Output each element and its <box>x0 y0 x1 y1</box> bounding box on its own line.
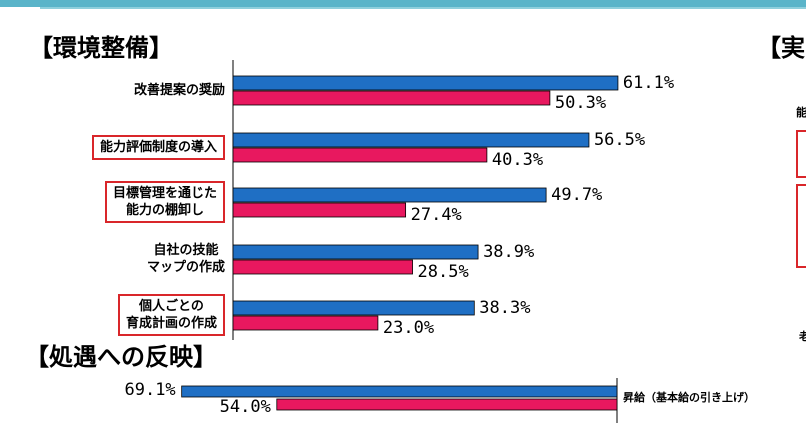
env-value-label-4-1: 23.0% <box>382 318 435 338</box>
env-value-label-2-0: 49.7% <box>551 185 603 205</box>
env-bar-2-series-1 <box>232 202 407 218</box>
env-value-label-1-1: 40.3% <box>491 150 544 170</box>
env-category-label-2: 目標管理を通じた 能力の棚卸し <box>104 181 225 223</box>
right-chart-footer-fragment: 老 <box>799 330 806 343</box>
env-category-label-3: 自社の技能マップの作成 <box>147 242 225 276</box>
env-category-label-line: 自社の技能 <box>153 243 219 258</box>
env-value-label-2-1: 27.4% <box>410 205 462 225</box>
env-category-label-line: 能力評価制度の導入 <box>99 139 217 155</box>
treatment-bar-0-series-1 <box>276 398 618 411</box>
env-bar-0-series-0 <box>232 75 619 91</box>
treatment-category-label-0: 昇給（基本給の引き上げ） <box>623 391 755 404</box>
top-accent-bar <box>0 0 806 7</box>
env-category-label-line: 個人ごとの <box>139 299 204 314</box>
env-bar-4-series-0 <box>232 300 475 316</box>
env-value-label-3-0: 38.9% <box>483 242 535 262</box>
env-value-label-0-1: 50.3% <box>554 93 607 113</box>
env-category-label-line: 改善提案の奨励 <box>133 82 225 98</box>
env-value-label-1-0: 56.5% <box>593 130 646 150</box>
env-category-label-line: マップの作成 <box>146 260 225 275</box>
env-chart-title: 【環境整備】 <box>29 34 173 62</box>
treatment-bar-0-series-0 <box>181 385 618 398</box>
env-bar-0-series-1 <box>232 90 551 106</box>
right-chart-category-fragment: 能 <box>796 106 806 119</box>
env-category-label-1: 能力評価制度の導入 <box>91 134 225 160</box>
right-chart-title-fragment: 【実 <box>757 34 805 62</box>
right-chart-highlight-box-1 <box>796 130 806 178</box>
env-bar-3-series-0 <box>232 244 479 260</box>
top-accent-line <box>40 7 806 9</box>
env-bar-2-series-0 <box>232 187 547 203</box>
env-value-label-0-0: 61.1% <box>622 73 675 93</box>
env-value-label-4-0: 38.3% <box>479 298 531 318</box>
env-bar-1-series-0 <box>232 132 590 148</box>
env-bar-4-series-1 <box>232 315 379 331</box>
env-bar-1-series-1 <box>232 147 488 163</box>
env-category-label-4: 個人ごとの育成計画の作成 <box>117 294 225 336</box>
env-bar-3-series-1 <box>232 259 413 275</box>
env-category-label-line: 育成計画の作成 <box>125 316 217 331</box>
treatment-value-label-1: 54.0% <box>219 397 271 417</box>
env-category-label-line: 能力の棚卸し <box>125 203 204 218</box>
env-category-label-0: 改善提案の奨励 <box>134 82 225 99</box>
env-value-label-3-1: 28.5% <box>417 262 469 282</box>
treatment-chart-title: 【処遇への反映】 <box>25 343 217 371</box>
treatment-value-label-0: 69.1% <box>124 380 176 400</box>
env-category-label-line: 目標管理を通じた <box>112 186 217 201</box>
right-chart-highlight-box-2 <box>796 184 806 268</box>
